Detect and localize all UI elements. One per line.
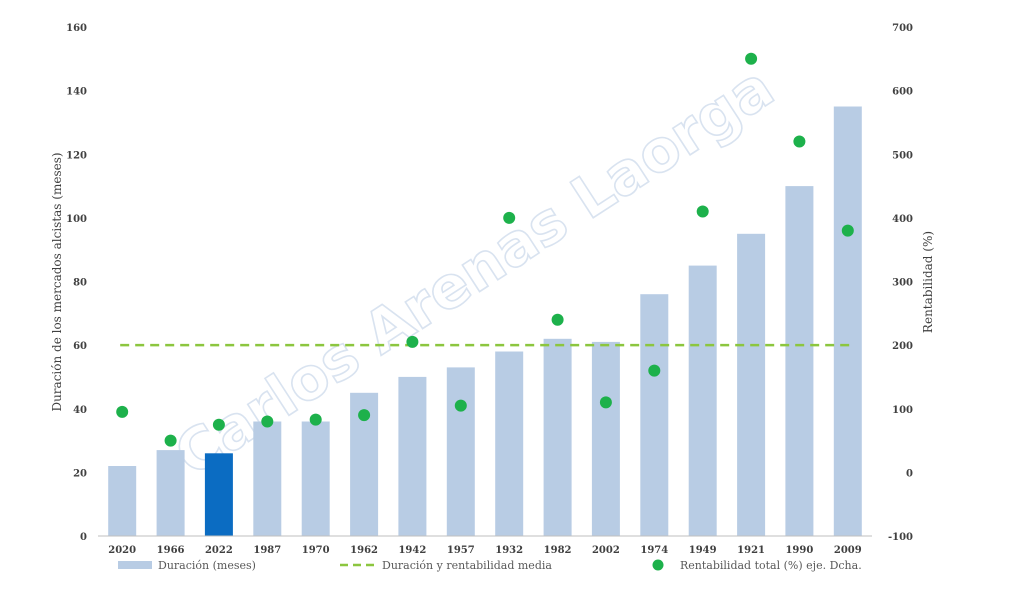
bar-2020: [108, 466, 137, 536]
legend-label-line: Duración y rentabilidad media: [382, 559, 552, 572]
x-axis-ticks: 2020 1966 2022 1987 1970 1962 1942 1957 1932 1982…: [108, 545, 861, 556]
y-tick-label: 0: [80, 532, 87, 543]
dot-1921: [745, 52, 758, 65]
bar-1987: [253, 421, 282, 536]
bar-2022: [204, 453, 233, 536]
x-tick-label: 1921: [737, 545, 765, 556]
bar-2009: [833, 106, 862, 536]
y2-tick-label: 600: [892, 87, 913, 98]
bar-1966: [156, 450, 185, 536]
y-axis-ticks: 0 20 40 60 80 100 120 140 160: [66, 23, 87, 543]
x-tick-label: 2022: [205, 545, 233, 556]
y2-axis-ticks: -100 0 100 200 300 400 500 600 700: [888, 23, 913, 543]
y-axis-title: Duración de los mercados alcistas (meses…: [50, 152, 64, 411]
x-tick-label: 1942: [398, 545, 426, 556]
legend-swatch-bar: [118, 561, 152, 569]
y2-tick-label: 300: [892, 278, 913, 289]
dot-2009: [841, 224, 854, 237]
dot-1966: [164, 434, 177, 447]
dot-2020: [116, 405, 129, 418]
y-tick-label: 160: [66, 23, 87, 34]
dot-2022: [212, 418, 225, 431]
dot-1974: [648, 364, 661, 377]
y-tick-label: 60: [73, 341, 87, 352]
dot-1957: [454, 399, 467, 412]
bar-1942: [398, 376, 427, 536]
bar-1970: [301, 421, 330, 536]
dot-1990: [793, 135, 806, 148]
x-tick-label: 2002: [592, 545, 620, 556]
x-tick-label: 1949: [689, 545, 717, 556]
bar-2002: [591, 341, 620, 536]
y-tick-label: 120: [66, 150, 87, 161]
dots: [116, 52, 854, 447]
bar-1921: [737, 233, 766, 537]
bar-1990: [785, 186, 814, 536]
x-tick-label: 1970: [302, 545, 330, 556]
bar-1957: [446, 367, 475, 536]
x-tick-label: 1966: [157, 545, 185, 556]
x-tick-label: 1962: [350, 545, 378, 556]
x-tick-label: 1990: [785, 545, 813, 556]
legend-label-dot: Rentabilidad total (%) eje. Dcha.: [680, 559, 862, 572]
y-tick-label: 80: [73, 278, 87, 289]
legend-label-bar: Duración (meses): [158, 559, 256, 572]
dot-1970: [309, 413, 322, 426]
y2-tick-label: 700: [892, 23, 913, 34]
x-tick-label: 1974: [640, 545, 668, 556]
dot-1949: [696, 205, 709, 218]
bar-1974: [640, 294, 669, 536]
x-tick-label: 1932: [495, 545, 523, 556]
y2-tick-label: 0: [906, 468, 913, 479]
dot-1987: [261, 415, 274, 428]
y2-tick-label: 200: [892, 341, 913, 352]
x-tick-label: 1982: [544, 545, 572, 556]
dot-1932: [503, 211, 516, 224]
x-tick-label: 2020: [108, 545, 136, 556]
x-tick-label: 2009: [834, 545, 862, 556]
y-tick-label: 20: [73, 468, 87, 479]
dot-1942: [406, 335, 419, 348]
legend: Duración (meses) Duración y rentabilidad…: [118, 559, 862, 572]
y2-tick-label: -100: [888, 532, 913, 543]
y-tick-label: 40: [73, 405, 87, 416]
dot-2002: [599, 396, 612, 409]
dot-1962: [358, 409, 371, 422]
y2-tick-label: 400: [892, 214, 913, 225]
y-tick-label: 140: [66, 87, 87, 98]
y2-tick-label: 100: [892, 405, 913, 416]
bar-1949: [688, 265, 717, 536]
y2-tick-label: 500: [892, 150, 913, 161]
bar-1932: [495, 351, 524, 536]
y-tick-label: 100: [66, 214, 87, 225]
y2-axis-title: Rentabilidad (%): [921, 231, 935, 333]
bar-1982: [543, 338, 572, 536]
x-tick-label: 1957: [447, 545, 475, 556]
legend-swatch-dot: [652, 559, 664, 571]
bars: [108, 106, 862, 537]
dot-1982: [551, 313, 564, 326]
x-tick-label: 1987: [253, 545, 281, 556]
